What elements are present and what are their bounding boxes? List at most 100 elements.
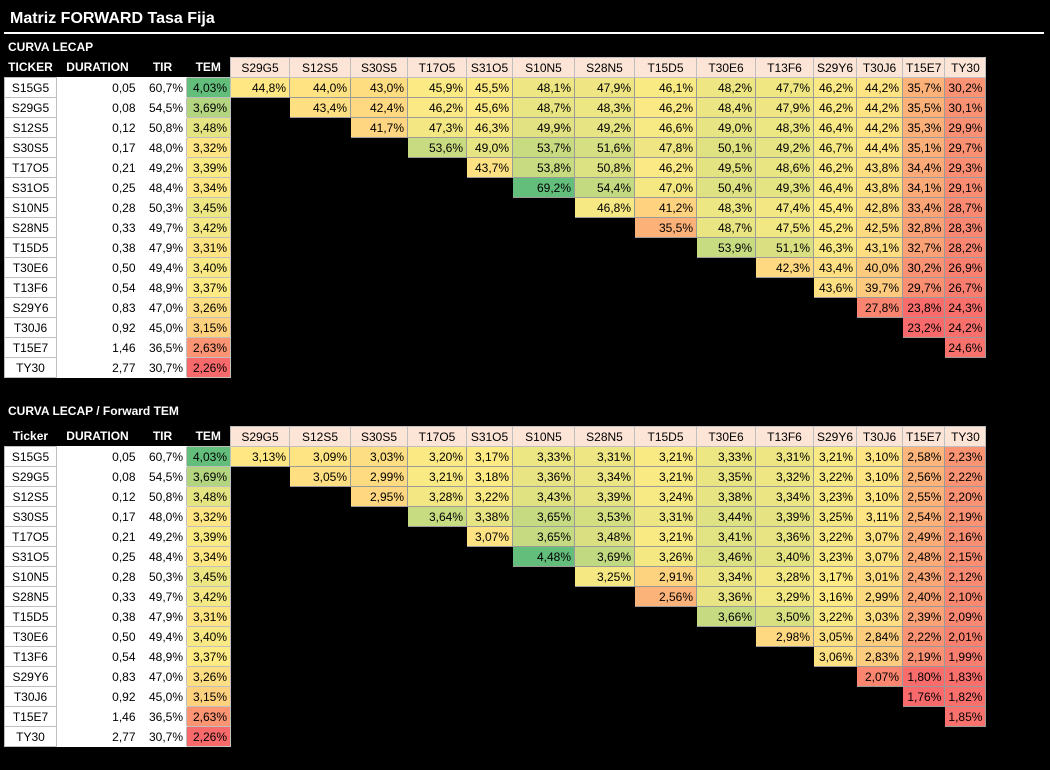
- forward-rate-cell: 47,3%: [407, 117, 467, 138]
- forward-rate-cell: 3,07%: [466, 526, 513, 547]
- forward-rate-cell: 2,56%: [902, 466, 946, 487]
- forward-rate-cell: 3,36%: [512, 466, 575, 487]
- row-ticker: T13F6: [4, 277, 57, 298]
- empty-cell: [466, 357, 513, 378]
- empty-cell: [466, 586, 513, 607]
- forward-rate-cell: 2,09%: [944, 606, 987, 627]
- forward-rate-cell: 3,13%: [230, 446, 290, 467]
- empty-cell: [407, 337, 467, 358]
- forward-rate-cell: 50,8%: [574, 157, 635, 178]
- empty-cell: [407, 157, 467, 178]
- empty-cell: [574, 706, 635, 727]
- duration-value: 0,08: [56, 466, 139, 487]
- tem-value: 3,39%: [186, 157, 231, 178]
- forward-rate-cell: 29,1%: [944, 177, 987, 198]
- forward-rate-cell: 43,1%: [856, 237, 904, 258]
- tir-value: 45,0%: [138, 686, 187, 707]
- empty-cell: [407, 526, 467, 547]
- forward-rate-cell: 46,7%: [812, 137, 858, 158]
- forward-rate-cell: 30,1%: [944, 97, 987, 118]
- empty-cell: [812, 686, 858, 707]
- empty-cell: [466, 666, 513, 687]
- empty-cell: [512, 706, 575, 727]
- empty-cell: [289, 137, 351, 158]
- empty-cell: [289, 726, 351, 747]
- tem-value: 3,45%: [186, 197, 231, 218]
- empty-cell: [230, 157, 290, 178]
- tir-value: 49,4%: [138, 626, 187, 647]
- empty-cell: [230, 317, 290, 338]
- empty-cell: [407, 626, 467, 647]
- tir-value: 47,9%: [138, 237, 187, 258]
- column-ticker-s12s5: S12S5: [289, 426, 351, 447]
- empty-cell: [350, 506, 408, 527]
- empty-cell: [512, 686, 575, 707]
- forward-rate-cell: 43,4%: [289, 97, 351, 118]
- empty-cell: [812, 706, 858, 727]
- empty-cell: [696, 357, 756, 378]
- column-ticker-ty30: TY30: [944, 426, 987, 447]
- column-ticker-s29g5: S29G5: [230, 426, 290, 447]
- tem-value: 3,48%: [186, 486, 231, 507]
- empty-cell: [230, 486, 290, 507]
- forward-rate-cell: 32,8%: [902, 217, 946, 238]
- empty-cell: [230, 97, 290, 118]
- empty-cell: [634, 646, 697, 667]
- forward-rate-cell: 46,2%: [812, 97, 858, 118]
- forward-rate-cell: 47,5%: [755, 217, 814, 238]
- column-header-ticker: TICKER: [4, 57, 57, 78]
- empty-cell: [634, 726, 697, 747]
- table-row: T15D5 0,38 47,9% 3,31% 3,66% 3,50% 3,22% 3,03% 2…: [4, 606, 987, 627]
- column-ticker-t13f6: T13F6: [755, 57, 814, 78]
- tem-value: 3,42%: [186, 217, 231, 238]
- duration-value: 0,50: [56, 257, 139, 278]
- empty-cell: [289, 686, 351, 707]
- row-ticker: S30S5: [4, 506, 57, 527]
- empty-cell: [755, 666, 814, 687]
- tir-value: 47,9%: [138, 606, 187, 627]
- empty-cell: [856, 726, 904, 747]
- forward-rate-cell: 3,05%: [812, 626, 858, 647]
- empty-cell: [755, 706, 814, 727]
- row-ticker: S29G5: [4, 97, 57, 118]
- forward-rate-cell: 26,9%: [944, 257, 987, 278]
- forward-rate-cell: 3,50%: [755, 606, 814, 627]
- forward-rate-cell: 3,65%: [512, 526, 575, 547]
- forward-rate-cell: 2,20%: [944, 486, 987, 507]
- empty-cell: [230, 337, 290, 358]
- row-ticker: S31O5: [4, 546, 57, 567]
- empty-cell: [512, 337, 575, 358]
- forward-rate-cell: 3,01%: [856, 566, 904, 587]
- empty-cell: [230, 277, 290, 298]
- forward-rate-cell: 2,48%: [902, 546, 946, 567]
- empty-cell: [902, 337, 946, 358]
- table-row: S15G5 0,05 60,7% 4,03% 3,13% 3,09% 3,03% 3,20% 3…: [4, 446, 987, 467]
- empty-cell: [289, 506, 351, 527]
- tir-value: 48,4%: [138, 177, 187, 198]
- empty-cell: [407, 606, 467, 627]
- tir-value: 50,8%: [138, 486, 187, 507]
- forward-rate-cell: 46,4%: [812, 117, 858, 138]
- forward-rate-cell: 3,31%: [634, 506, 697, 527]
- empty-cell: [634, 606, 697, 627]
- forward-rate-cell: 44,2%: [856, 117, 904, 138]
- row-ticker: S15G5: [4, 446, 57, 467]
- table-row: S12S5 0,12 50,8% 3,48% 41,7% 47,3% 46,3% 49,9% 4…: [4, 117, 987, 138]
- empty-cell: [289, 237, 351, 258]
- row-ticker: S30S5: [4, 137, 57, 158]
- empty-cell: [755, 317, 814, 338]
- empty-cell: [230, 526, 290, 547]
- empty-cell: [512, 586, 575, 607]
- tem-value: 3,37%: [186, 277, 231, 298]
- empty-cell: [574, 257, 635, 278]
- forward-rate-cell: 50,1%: [696, 137, 756, 158]
- empty-cell: [350, 197, 408, 218]
- empty-cell: [574, 217, 635, 238]
- tir-value: 60,7%: [138, 446, 187, 467]
- forward-rate-cell: 43,7%: [466, 157, 513, 178]
- empty-cell: [350, 177, 408, 198]
- forward-rate-cell: 49,5%: [696, 157, 756, 178]
- forward-rate-cell: 49,2%: [574, 117, 635, 138]
- tem-value: 3,40%: [186, 626, 231, 647]
- empty-cell: [230, 606, 290, 627]
